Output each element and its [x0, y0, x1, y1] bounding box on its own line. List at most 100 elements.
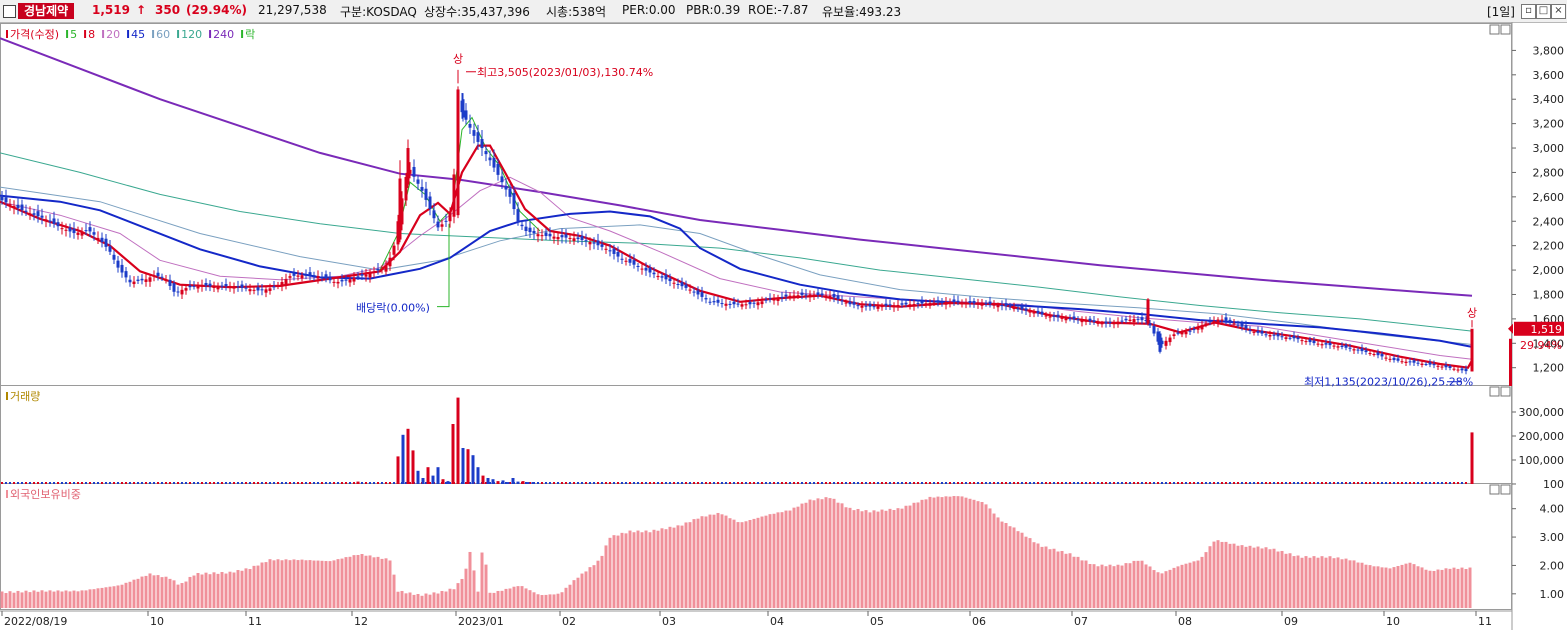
- candle-body: [296, 275, 300, 277]
- candle-body: [344, 279, 348, 281]
- foreign-ratio-bar: [1256, 546, 1260, 608]
- last-price-pointer: [1508, 323, 1513, 334]
- volume-bar: [431, 475, 435, 484]
- volume-bar: [545, 482, 547, 484]
- candle-body: [1284, 337, 1288, 339]
- volume-bar: [293, 482, 295, 484]
- close-icon[interactable]: ×: [1551, 4, 1566, 19]
- candle-body: [1112, 322, 1116, 325]
- foreign-tick-label: 4.00: [1540, 503, 1565, 516]
- foreign-ratio-bar: [964, 497, 968, 608]
- restore-icon[interactable]: □: [1536, 4, 1551, 19]
- volume-bar: [17, 482, 19, 484]
- volume-bar: [301, 482, 303, 484]
- foreign-ratio-bar: [1280, 550, 1284, 608]
- foreign-ratio-bar: [928, 496, 932, 608]
- volume-bar: [593, 482, 595, 484]
- candle-body: [1404, 361, 1408, 363]
- candle-body: [1024, 308, 1028, 311]
- foreign-ratio-bar: [840, 503, 844, 608]
- candle-body: [544, 232, 548, 236]
- volume-bar: [561, 482, 563, 484]
- candle-body: [412, 166, 416, 177]
- volume-bar: [609, 482, 611, 484]
- retention-ratio: 유보율:493.23: [822, 5, 902, 19]
- foreign-ratio-bar: [1016, 531, 1020, 608]
- candle-body: [480, 138, 484, 149]
- candle-body: [584, 240, 588, 242]
- volume-bar: [1109, 482, 1111, 484]
- foreign-ratio-bar: [1180, 564, 1184, 608]
- volume-bar: [981, 482, 983, 484]
- foreign-ratio-bar: [180, 583, 184, 608]
- foreign-ratio-bar: [1036, 543, 1040, 608]
- candle-body: [688, 289, 692, 291]
- foreign-ratio-bar: [1128, 563, 1132, 608]
- foreign-ratio-bar: [92, 589, 96, 608]
- foreign-ratio-bar: [1468, 567, 1472, 608]
- foreign-ratio-bar: [344, 557, 348, 608]
- foreign-ratio-bar: [1176, 566, 1180, 608]
- volume-bar: [1365, 482, 1367, 484]
- foreign-ratio-bar: [360, 554, 364, 608]
- candle-body: [752, 302, 756, 304]
- volume-bar: [169, 482, 171, 484]
- volume-bar: [1389, 482, 1391, 484]
- foreign-ratio-bar: [832, 498, 836, 608]
- volume-title: 거래량: [10, 390, 40, 403]
- foreign-ratio-bar: [628, 530, 632, 608]
- change-arrow-icon: ↑: [136, 3, 147, 17]
- foreign-ratio-bar: [688, 522, 692, 608]
- volume-bar: [945, 482, 947, 484]
- last-price-label: 1,519: [1531, 323, 1563, 336]
- volume-bar: [305, 482, 307, 484]
- price-tick-label: 1,400: [1533, 337, 1565, 350]
- candle-body: [920, 301, 924, 304]
- foreign-ratio-bar: [752, 518, 756, 608]
- volume-bar: [466, 449, 470, 484]
- foreign-ratio-bar: [424, 593, 428, 608]
- foreign-ratio-bar: [272, 560, 276, 608]
- volume-bar: [373, 482, 375, 484]
- volume-bar: [1221, 482, 1223, 484]
- volume-bar: [197, 482, 199, 484]
- volume-bar: [361, 482, 363, 484]
- foreign-ratio-bar: [84, 590, 88, 608]
- period-selector[interactable]: [1일]: [1486, 5, 1515, 19]
- minimize-icon[interactable]: ▫: [1521, 4, 1536, 19]
- candle-body: [260, 289, 264, 291]
- volume-bar: [506, 482, 510, 484]
- foreign-ratio-bar: [388, 560, 392, 608]
- candle-body: [1420, 363, 1424, 365]
- foreign-ratio-bar: [1420, 567, 1424, 608]
- volume-bar: [1353, 482, 1355, 484]
- candle-body: [660, 276, 664, 278]
- foreign-ratio-bar: [204, 572, 208, 608]
- volume-bar: [77, 482, 79, 484]
- foreign-ratio-bar: [320, 560, 324, 608]
- candle-body: [1204, 323, 1208, 325]
- foreign-ratio-bar: [900, 508, 904, 608]
- volume-bar: [101, 482, 103, 484]
- foreign-ratio-bar: [368, 555, 372, 608]
- candle-body: [716, 299, 720, 303]
- volume-bar: [133, 482, 135, 484]
- candle-body: [92, 232, 96, 235]
- candle-body: [244, 287, 248, 289]
- candle-body: [1128, 319, 1132, 321]
- foreign-ratio-bar: [784, 510, 788, 608]
- candle-body: [1388, 358, 1392, 360]
- candle-body: [500, 176, 504, 183]
- volume-bar: [1069, 482, 1071, 484]
- candle-body: [972, 301, 976, 304]
- foreign-ratio-bar: [1152, 570, 1156, 608]
- volume-bar: [937, 482, 939, 484]
- candle-body: [956, 300, 960, 303]
- foreign-ratio-bar: [1444, 568, 1448, 608]
- volume-bar: [505, 482, 507, 484]
- stock-name[interactable]: 경남제약: [18, 3, 75, 19]
- foreign-ratio-bar: [140, 576, 144, 608]
- foreign-ratio-bar: [1064, 553, 1068, 608]
- select-checkbox[interactable]: [3, 5, 16, 18]
- volume-bar: [401, 434, 405, 484]
